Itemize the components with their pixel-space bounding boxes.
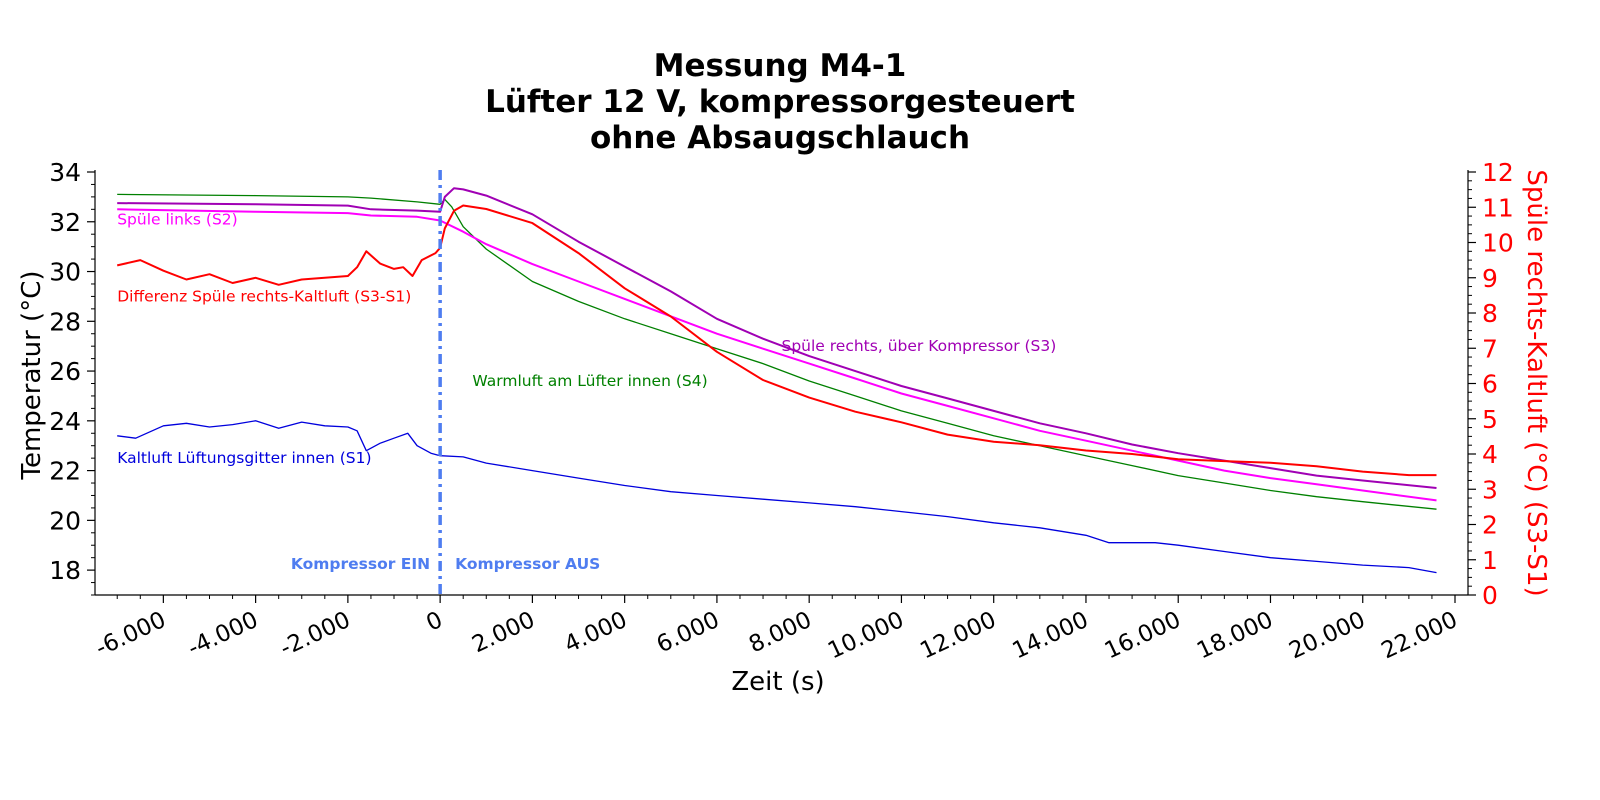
y2-axis-label: Spüle rechts-Kaltluft (°C) (S3-S1) — [1521, 169, 1551, 596]
x-tick-label: 18.000 — [1193, 607, 1277, 665]
marker-label-right: Kompressor AUS — [455, 555, 600, 573]
x-tick-label: 6.000 — [653, 607, 724, 658]
series-lines — [116, 187, 1437, 574]
series-annotation: Warmluft am Lüfter innen (S4) — [472, 372, 707, 390]
title-line: ohne Absaugschlauch — [590, 120, 970, 156]
x-tick-label: 16.000 — [1101, 607, 1185, 665]
y2-tick-label: 3 — [1482, 475, 1498, 504]
y-tick-label: 22 — [49, 457, 81, 486]
x-tick-label: 12.000 — [916, 607, 1000, 665]
series-line — [117, 187, 1437, 489]
x-tick-label: 14.000 — [1009, 607, 1093, 665]
title-line: Lüfter 12 V, kompressorgesteuert — [485, 84, 1075, 120]
y-tick-label: 24 — [49, 407, 81, 436]
compressor-marker: Kompressor EIN Kompressor AUS — [291, 170, 600, 595]
series-line — [117, 208, 1437, 502]
marker-label-left: Kompressor EIN — [291, 555, 430, 573]
series-annotation: Spüle rechts, über Kompressor (S3) — [782, 337, 1057, 355]
x-axis-label: Zeit (s) — [731, 667, 824, 697]
series-line — [117, 193, 1437, 510]
y2-tick-label: 2 — [1482, 511, 1498, 540]
y2-tick-label: 5 — [1482, 405, 1498, 434]
x-tick-label: 0 — [422, 607, 446, 637]
y-tick-label: 34 — [49, 158, 81, 187]
x-tick-label: -2.000 — [276, 607, 354, 662]
y2-tick-label: 11 — [1482, 193, 1514, 222]
y-tick-label: 28 — [49, 307, 81, 336]
series-annotation: Differenz Spüle rechts-Kaltluft (S3-S1) — [117, 287, 411, 305]
x-tick-label: 20.000 — [1285, 607, 1369, 665]
x-tick-label: -4.000 — [184, 607, 262, 662]
x-tick-label: -6.000 — [92, 607, 170, 662]
series-annotations: Spüle links (S2) Differenz Spüle rechts-K… — [117, 210, 1056, 467]
y-tick-label: 30 — [49, 258, 81, 287]
x-tick-label: 10.000 — [824, 607, 908, 665]
axes: 1820222426283032340123456789101112-6.000… — [17, 158, 1551, 697]
y2-tick-label: 6 — [1482, 370, 1498, 399]
x-tick-label: 4.000 — [561, 607, 632, 658]
y2-tick-label: 1 — [1482, 546, 1498, 575]
series-line — [117, 420, 1437, 574]
y2-tick-label: 0 — [1482, 581, 1498, 610]
y2-tick-label: 9 — [1482, 264, 1498, 293]
y2-tick-label: 4 — [1482, 440, 1498, 469]
x-tick-label: 2.000 — [468, 607, 539, 658]
series-annotation: Spüle links (S2) — [117, 210, 237, 228]
y2-tick-label: 8 — [1482, 299, 1498, 328]
title-line: Messung M4-1 — [654, 48, 907, 84]
series-line — [116, 204, 1437, 477]
y2-tick-label: 10 — [1482, 229, 1514, 258]
y-tick-label: 18 — [49, 556, 81, 585]
y-axis-label: Temperatur (°C) — [17, 271, 47, 481]
y2-tick-label: 7 — [1482, 334, 1498, 363]
y-tick-label: 32 — [49, 208, 81, 237]
y-tick-label: 26 — [49, 357, 81, 386]
x-tick-label: 22.000 — [1378, 607, 1462, 665]
y-tick-label: 20 — [49, 506, 81, 535]
series-annotation: Kaltluft Lüftungsgitter innen (S1) — [117, 449, 371, 467]
x-tick-label: 8.000 — [745, 607, 816, 658]
y2-tick-label: 12 — [1482, 158, 1514, 187]
